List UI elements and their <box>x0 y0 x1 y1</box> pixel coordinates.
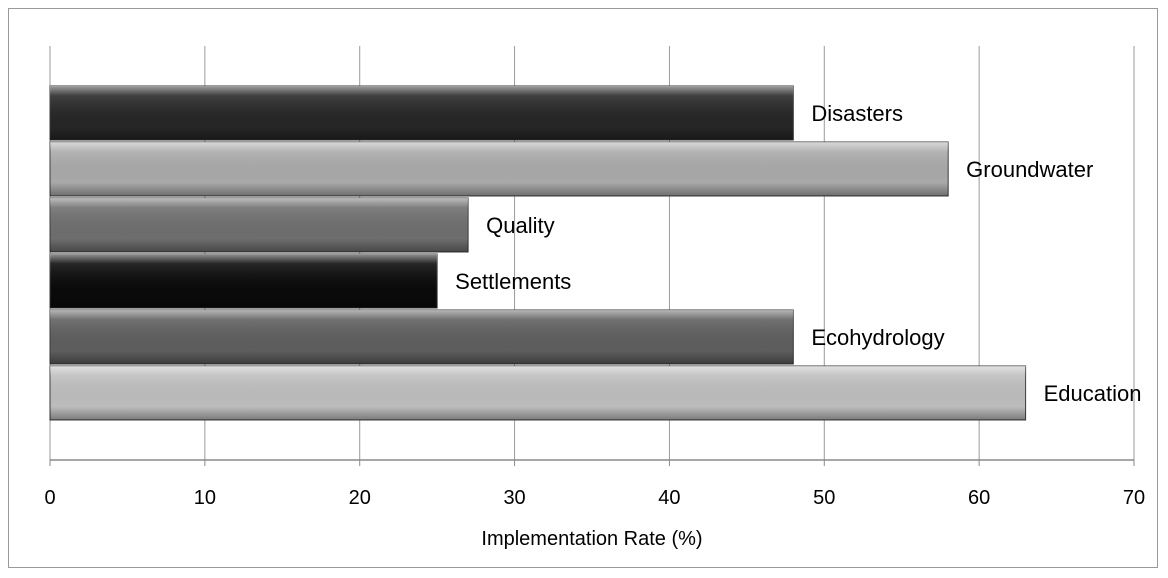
bar-label-groundwater: Groundwater <box>966 157 1093 182</box>
x-tick-label: 20 <box>349 487 371 509</box>
bars: Disasters Groundwater Quality Settlements Ec… <box>49 85 1142 421</box>
bar-label-quality: Quality <box>486 213 554 238</box>
x-axis: 0 10 20 30 40 50 60 70 <box>44 459 1145 509</box>
x-tick-label: 70 <box>1123 487 1145 509</box>
x-tick-label: 40 <box>658 487 680 509</box>
bar-shading <box>50 86 794 140</box>
bar-shading <box>50 366 1026 420</box>
x-axis-title: Implementation Rate (%) <box>481 528 702 550</box>
x-tick-label: 60 <box>968 487 990 509</box>
bar-shading <box>50 198 469 252</box>
x-tick-label: 0 <box>44 487 55 509</box>
bar-shading <box>50 310 794 364</box>
bar-label-education: Education <box>1044 381 1142 406</box>
bar-shading <box>50 142 949 196</box>
x-tick-label: 50 <box>813 487 835 509</box>
bar-label-disasters: Disasters <box>811 101 903 126</box>
bar-label-ecohydrology: Ecohydrology <box>811 325 944 350</box>
x-tick-label: 10 <box>194 487 216 509</box>
bar-shading <box>50 254 438 308</box>
bar-label-settlements: Settlements <box>455 269 571 294</box>
x-tick-label: 30 <box>503 487 525 509</box>
